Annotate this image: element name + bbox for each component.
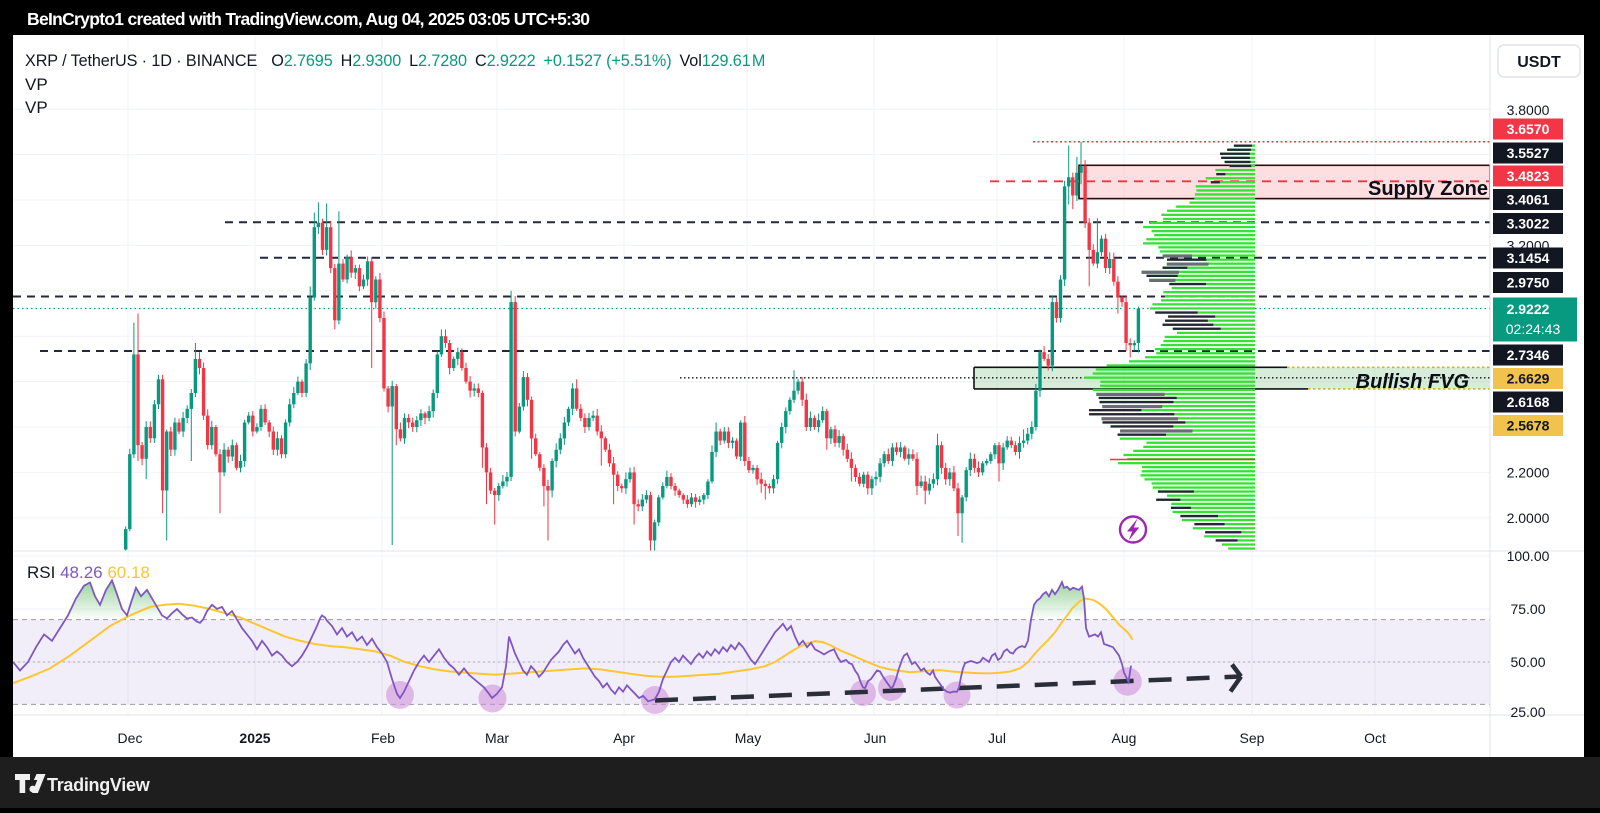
svg-text:Aug: Aug	[1112, 730, 1137, 746]
svg-text:Apr: Apr	[613, 730, 635, 746]
svg-text:BeInCrypto1 created with Tradi: BeInCrypto1 created with TradingView.com…	[27, 9, 590, 29]
svg-text:100.00: 100.00	[1507, 548, 1550, 564]
svg-text:Oct: Oct	[1364, 730, 1386, 746]
svg-text:Supply Zone: Supply Zone	[1368, 178, 1488, 200]
svg-text:USDT: USDT	[1517, 54, 1561, 71]
svg-text:2.2000: 2.2000	[1507, 464, 1550, 480]
svg-text:25.00: 25.00	[1510, 704, 1545, 720]
svg-text:3.8000: 3.8000	[1507, 102, 1550, 118]
svg-text:Bullish FVG: Bullish FVG	[1356, 371, 1469, 393]
svg-text:2.6629: 2.6629	[1507, 371, 1550, 387]
svg-text:Feb: Feb	[371, 730, 395, 746]
svg-text:2.6168: 2.6168	[1507, 394, 1550, 410]
svg-text:Jun: Jun	[864, 730, 887, 746]
svg-text:VP: VP	[25, 98, 48, 117]
svg-text:Mar: Mar	[485, 730, 509, 746]
svg-text:2.5678: 2.5678	[1507, 418, 1550, 434]
svg-text:2.0000: 2.0000	[1507, 510, 1550, 526]
svg-text:2.7346: 2.7346	[1507, 347, 1550, 363]
svg-text:RSI 48.26 60.18: RSI 48.26 60.18	[27, 563, 150, 582]
svg-text:3.4061: 3.4061	[1507, 192, 1550, 208]
svg-text:2.9222: 2.9222	[1507, 301, 1550, 317]
svg-text:TradingView: TradingView	[47, 775, 151, 795]
svg-text:3.6570: 3.6570	[1507, 121, 1550, 137]
svg-text:02:24:43: 02:24:43	[1506, 321, 1561, 337]
svg-text:VP: VP	[25, 75, 48, 94]
svg-text:2.9750: 2.9750	[1507, 275, 1550, 291]
svg-text:3.4823: 3.4823	[1507, 168, 1550, 184]
svg-text:3.1454: 3.1454	[1507, 250, 1550, 266]
svg-text:Dec: Dec	[118, 730, 143, 746]
svg-text:2025: 2025	[239, 730, 270, 746]
svg-text:3.5527: 3.5527	[1507, 145, 1550, 161]
svg-text:Jul: Jul	[988, 730, 1006, 746]
svg-text:3.3022: 3.3022	[1507, 216, 1550, 232]
svg-text:Sep: Sep	[1240, 730, 1265, 746]
svg-text:May: May	[735, 730, 761, 746]
svg-text:50.00: 50.00	[1510, 654, 1545, 670]
svg-text:75.00: 75.00	[1510, 601, 1545, 617]
